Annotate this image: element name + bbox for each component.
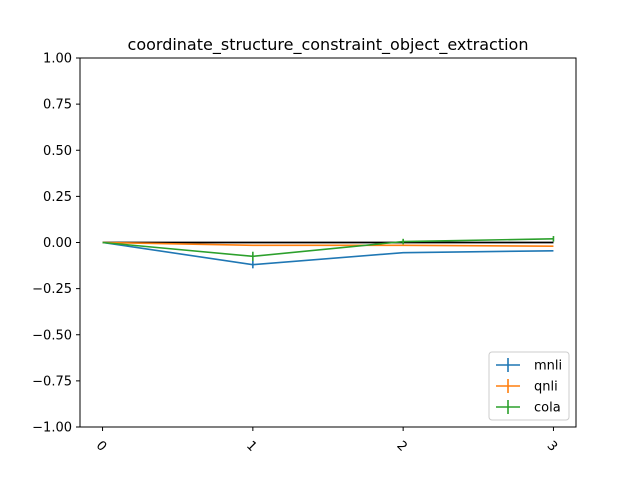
y-tick-label: −0.25 xyxy=(32,282,72,297)
series-mnli xyxy=(102,241,554,269)
chart-title: coordinate_structure_constraint_object_e… xyxy=(128,35,529,55)
x-axis: 0 1 2 3 xyxy=(93,427,560,455)
y-tick-label: −0.50 xyxy=(32,328,72,343)
x-tick-label: 0 xyxy=(93,438,109,454)
x-tick-label: 1 xyxy=(243,438,259,454)
series-line-mnli xyxy=(102,241,554,266)
y-tick-label: 0.75 xyxy=(43,98,72,113)
y-tick-label: −1.00 xyxy=(32,421,72,436)
legend-label-mnli: mnli xyxy=(534,359,562,374)
series-cola xyxy=(102,236,555,261)
y-axis: 1.00 0.75 0.50 0.25 0.00 −0.25 −0.50 −0.75 −1.00 xyxy=(32,52,80,436)
y-tick-label: 0.50 xyxy=(43,144,72,159)
series-line-qnli xyxy=(102,241,554,247)
x-tick-label: 3 xyxy=(544,438,560,454)
legend-label-cola: cola xyxy=(534,401,561,416)
legend: mnli qnli cola xyxy=(488,351,570,421)
y-tick-label: 0.00 xyxy=(43,236,72,251)
x-tick-label: 2 xyxy=(393,438,409,454)
y-tick-label: 0.25 xyxy=(43,190,72,205)
legend-box xyxy=(488,351,570,421)
series-qnli xyxy=(102,241,554,247)
y-tick-label: 1.00 xyxy=(43,52,72,67)
series-layer xyxy=(102,236,555,269)
series-line-cola xyxy=(102,238,554,258)
y-tick-label: −0.75 xyxy=(32,374,72,389)
legend-label-qnli: qnli xyxy=(534,380,558,395)
